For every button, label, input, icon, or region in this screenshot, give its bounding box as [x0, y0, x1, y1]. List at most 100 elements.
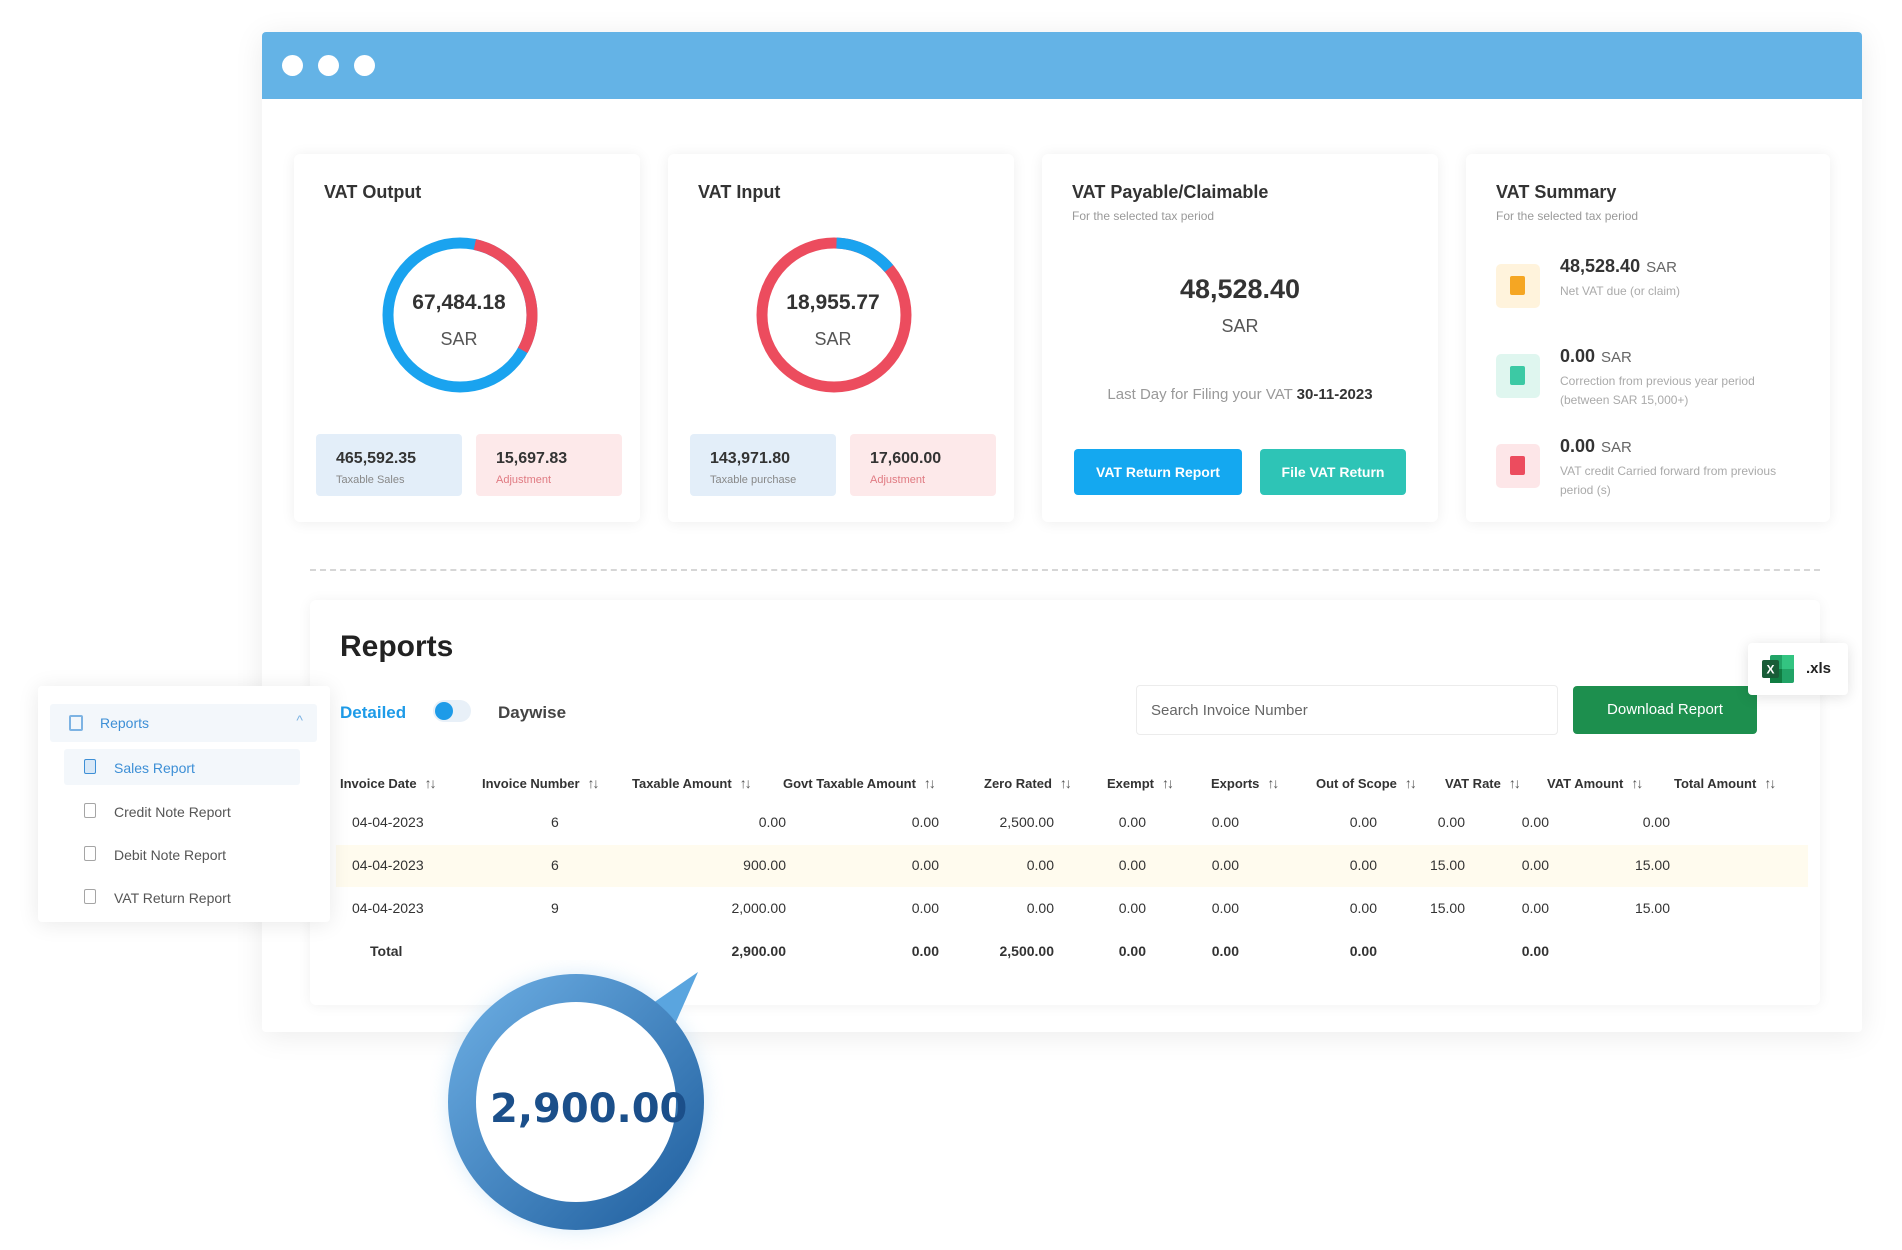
window-titlebar	[262, 32, 1862, 99]
table-cell: 0.00	[911, 900, 939, 916]
vat-payable-unit: SAR	[1221, 316, 1259, 336]
column-header-taxable-amount[interactable]: Taxable Amount ↑↓	[632, 775, 752, 791]
reports-title: Reports	[340, 630, 454, 663]
taxable-sales-pill: 465,592.35 Taxable Sales	[316, 434, 462, 496]
filing-deadline-label: Last Day for Filing your VAT	[1107, 386, 1293, 403]
view-toggle[interactable]	[433, 700, 471, 722]
vat-payable-subtitle: For the selected tax period	[1072, 209, 1215, 223]
document-icon	[84, 889, 96, 904]
column-header-invoice-number[interactable]: Invoice Number ↑↓	[482, 775, 600, 791]
total-cell: 0.00	[1521, 943, 1549, 959]
vat-output-donut-segment	[382, 237, 538, 393]
sidebar-item-label: Credit Note Report	[114, 804, 231, 820]
vat-summary-title: VAT Summary	[1496, 182, 1617, 202]
document-icon	[1496, 354, 1540, 398]
taxable-purchase-value: 143,971.80	[710, 450, 791, 467]
table-cell: 0.00	[1349, 900, 1377, 916]
table-row[interactable]	[336, 845, 1808, 887]
summary-value: 0.00 SAR	[1560, 436, 1632, 456]
sidebar-item-label: Sales Report	[114, 760, 195, 776]
highlight-bubble	[448, 972, 704, 1230]
column-header-exports[interactable]: Exports ↑↓	[1211, 775, 1279, 791]
filing-deadline: Last Day for Filing your VAT 30-11-2023	[1042, 386, 1438, 403]
table-cell: 0.00	[758, 814, 786, 830]
column-header-total-amount[interactable]: Total Amount ↑↓	[1674, 775, 1776, 791]
window-maximize-dot[interactable]	[354, 55, 375, 76]
excel-icon: X	[1762, 655, 1794, 683]
chevron-up-icon: ^	[296, 712, 303, 728]
input-adjustment-value: 17,600.00	[870, 450, 942, 467]
vat-output-unit: SAR	[440, 329, 478, 349]
table-cell: 04-04-2023	[352, 857, 424, 873]
table-cell: 15.00	[1429, 900, 1465, 916]
column-header-invoice-date[interactable]: Invoice Date ↑↓	[340, 775, 437, 791]
sidebar-item-sales-report[interactable]: Sales Report	[64, 749, 300, 785]
tab-daywise[interactable]: Daywise	[498, 703, 567, 722]
sidebar-item-credit-note-report[interactable]: Credit Note Report	[64, 793, 300, 829]
column-header-vat-amount[interactable]: VAT Amount ↑↓	[1547, 775, 1643, 791]
summary-desc: VAT credit Carried forward from previous…	[1560, 464, 1777, 497]
table-cell: 15.00	[1634, 857, 1670, 873]
filing-deadline-date: 30-11-2023	[1296, 386, 1373, 403]
table-cell: 0.00	[1349, 857, 1377, 873]
window-minimize-dot[interactable]	[318, 55, 339, 76]
vat-payable-title: VAT Payable/Claimable	[1072, 182, 1269, 202]
total-cell: 0.00	[1118, 943, 1146, 959]
table-row[interactable]	[336, 802, 1808, 844]
input-adjustment-pill: 17,600.00 Adjustment	[850, 434, 996, 496]
vat-return-report-button[interactable]: VAT Return Report	[1074, 449, 1242, 495]
taxable-sales-label: Taxable Sales	[336, 474, 405, 486]
xls-export-badge[interactable]: X .xls	[1748, 643, 1848, 695]
column-header-exempt[interactable]: Exempt ↑↓	[1107, 775, 1174, 791]
table-row[interactable]	[336, 888, 1808, 930]
table-cell: 04-04-2023	[352, 814, 424, 830]
vat-payable-card: VAT Payable/Claimable For the selected t…	[1042, 154, 1438, 522]
reports-sidebar-menu: Reports ^ Sales Report Credit Note Repor…	[38, 686, 330, 922]
vat-output-amount: 67,484.18	[412, 291, 506, 314]
table-cell: 0.00	[911, 814, 939, 830]
search-invoice-input[interactable]	[1136, 685, 1558, 735]
section-divider	[310, 569, 1820, 571]
table-cell: 0.00	[911, 857, 939, 873]
total-cell: 2,500.00	[999, 943, 1055, 959]
table-cell: 0.00	[1026, 900, 1054, 916]
table-cell: 0.00	[1642, 814, 1670, 830]
table-cell: 0.00	[1211, 814, 1239, 830]
table-cell: 6	[551, 814, 559, 830]
column-header-zero-rated[interactable]: Zero Rated ↑↓	[984, 775, 1072, 791]
vat-output-card: VAT Output 67,484.18 SAR 465,592.35 Taxa…	[294, 154, 640, 522]
column-header-vat-rate[interactable]: VAT Rate ↑↓	[1445, 775, 1521, 791]
sidebar-header-label: Reports	[100, 715, 150, 731]
column-header-govt-taxable-amount[interactable]: Govt Taxable Amount ↑↓	[783, 775, 936, 791]
table-cell: 0.00	[1211, 857, 1239, 873]
output-adjustment-label: Adjustment	[496, 474, 552, 486]
vat-summary-subtitle: For the selected tax period	[1496, 209, 1639, 223]
table-cell: 2,000.00	[731, 900, 787, 916]
window-close-dot[interactable]	[282, 55, 303, 76]
table-cell: 6	[551, 857, 559, 873]
vat-payable-amount: 48,528.40	[1179, 274, 1301, 304]
tab-detailed[interactable]: Detailed	[340, 703, 407, 722]
vat-input-unit: SAR	[814, 329, 852, 349]
sidebar-item-debit-note-report[interactable]: Debit Note Report	[64, 836, 300, 872]
table-cell: 0.00	[1521, 857, 1549, 873]
file-vat-return-button[interactable]: File VAT Return	[1260, 449, 1406, 495]
table-cell: 0.00	[1211, 900, 1239, 916]
sidebar-item-label: VAT Return Report	[114, 890, 231, 906]
vat-output-donut	[382, 237, 538, 393]
document-icon	[84, 803, 96, 818]
total-label: Total	[370, 943, 403, 959]
download-report-button[interactable]: Download Report	[1573, 686, 1757, 734]
input-adjustment-label: Adjustment	[870, 474, 926, 486]
table-cell: 0.00	[1118, 814, 1146, 830]
sidebar-reports-header[interactable]: Reports ^	[50, 704, 317, 742]
vat-input-card: VAT Input 18,955.77 SAR 143,971.80 Taxab…	[668, 154, 1014, 522]
sidebar-item-vat-return-report[interactable]: VAT Return Report	[64, 879, 300, 915]
summary-value: 48,528.40 SAR	[1560, 256, 1677, 276]
taxable-sales-value: 465,592.35	[336, 450, 417, 467]
total-cell: 2,900.00	[731, 943, 787, 959]
output-adjustment-pill: 15,697.83 Adjustment	[476, 434, 622, 496]
column-header-out-of-scope[interactable]: Out of Scope ↑↓	[1316, 775, 1417, 791]
document-icon	[84, 846, 96, 861]
